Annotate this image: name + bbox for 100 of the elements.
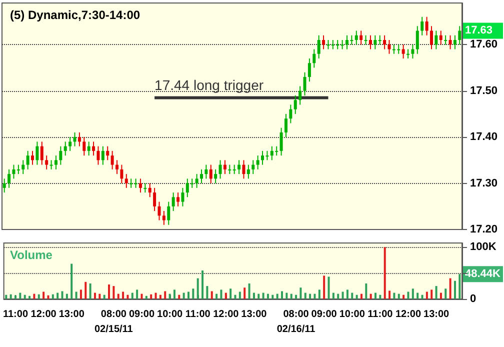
candlestick: [92, 141, 96, 156]
bar: [388, 290, 391, 299]
bar: [10, 294, 12, 299]
bar: [266, 294, 269, 299]
bar: [365, 283, 368, 299]
x-tick-label: 11:00: [2, 309, 28, 320]
candlestick: [82, 136, 86, 156]
candlestick: [280, 127, 283, 156]
candlestick: [378, 34, 382, 46]
y-tick-label: 17.60: [470, 38, 498, 51]
candlestick: [116, 160, 118, 175]
bar: [33, 294, 36, 299]
bar: [47, 295, 50, 299]
y-tick-label: 0: [470, 293, 476, 305]
bar: [56, 292, 59, 299]
bar: [196, 278, 199, 299]
bar: [192, 288, 194, 299]
bar: [131, 292, 134, 299]
bar: [150, 294, 152, 299]
candlestick: [36, 141, 39, 166]
bar: [314, 294, 316, 299]
candlestick: [204, 164, 208, 180]
bar: [19, 292, 22, 299]
bar: [286, 292, 288, 299]
candlestick: [354, 30, 358, 46]
bar: [220, 290, 222, 299]
bar: [421, 294, 424, 299]
candlestick: [308, 58, 311, 82]
candlestick: [289, 104, 292, 124]
candlestick: [411, 44, 414, 59]
bar: [435, 286, 438, 299]
bar: [309, 294, 312, 299]
bar: [103, 294, 106, 299]
bar: [393, 292, 396, 299]
bar: [384, 247, 386, 299]
x-tick-label: 11:00: [185, 309, 211, 320]
bar: [318, 290, 320, 299]
candlestick: [402, 44, 405, 59]
x-tick-label: 12:00: [213, 309, 240, 320]
x-tick-label: 13:00: [58, 309, 85, 320]
candlestick: [388, 39, 391, 54]
bar: [94, 292, 96, 299]
x-tick-label: 09:00: [311, 309, 338, 320]
candlestick: [200, 168, 203, 184]
bar: [5, 294, 8, 299]
bar: [370, 294, 372, 299]
candlestick: [430, 26, 433, 50]
candlestick: [12, 164, 16, 180]
candlestick: [172, 192, 175, 212]
y-tick-label: 17.20: [470, 224, 498, 236]
bar: [126, 294, 129, 299]
bar: [440, 292, 442, 299]
bar: [122, 292, 124, 299]
bar: [42, 292, 45, 299]
bar: [238, 292, 241, 299]
candlestick: [134, 178, 138, 188]
candlestick: [368, 34, 372, 50]
candlestick: [261, 150, 264, 166]
candlestick: [26, 150, 30, 170]
y-tick-label: 17.30: [470, 177, 498, 190]
bar: [426, 292, 428, 299]
bar: [430, 290, 433, 299]
bar: [61, 291, 64, 299]
y-tick-label: 17.40: [470, 131, 498, 144]
candlestick: [167, 201, 170, 226]
bar: [412, 288, 414, 299]
candlestick: [195, 174, 198, 188]
bar: [262, 292, 264, 299]
candlestick: [144, 182, 147, 194]
bar: [342, 292, 344, 299]
candlestick: [416, 26, 419, 54]
bar: [182, 292, 185, 299]
x-tick-label: 11:00: [368, 309, 394, 320]
bar: [159, 294, 162, 299]
candlestick: [153, 187, 156, 212]
candlestick: [8, 168, 11, 188]
candlestick: [50, 160, 53, 170]
bar: [244, 288, 246, 299]
candlestick: [40, 141, 44, 166]
candlestick: [340, 39, 344, 50]
candlestick: [298, 86, 302, 106]
bar: [444, 288, 447, 299]
candlestick: [78, 132, 81, 147]
text: 17.63: [465, 24, 493, 37]
x-tick-label: 12:00: [395, 309, 422, 320]
bar: [454, 280, 456, 299]
bar: [216, 294, 218, 299]
candlestick: [317, 34, 320, 59]
bar: [24, 294, 26, 299]
candlestick: [31, 150, 34, 166]
bar: [70, 264, 73, 299]
candlestick: [374, 34, 377, 50]
candlestick: [434, 30, 438, 50]
bar: [117, 294, 120, 299]
candlestick: [120, 164, 124, 184]
candlestick: [68, 136, 72, 152]
x-tick-label: 10:00: [339, 309, 366, 320]
bar: [80, 290, 82, 299]
bar: [416, 292, 419, 299]
bar: [304, 292, 306, 299]
